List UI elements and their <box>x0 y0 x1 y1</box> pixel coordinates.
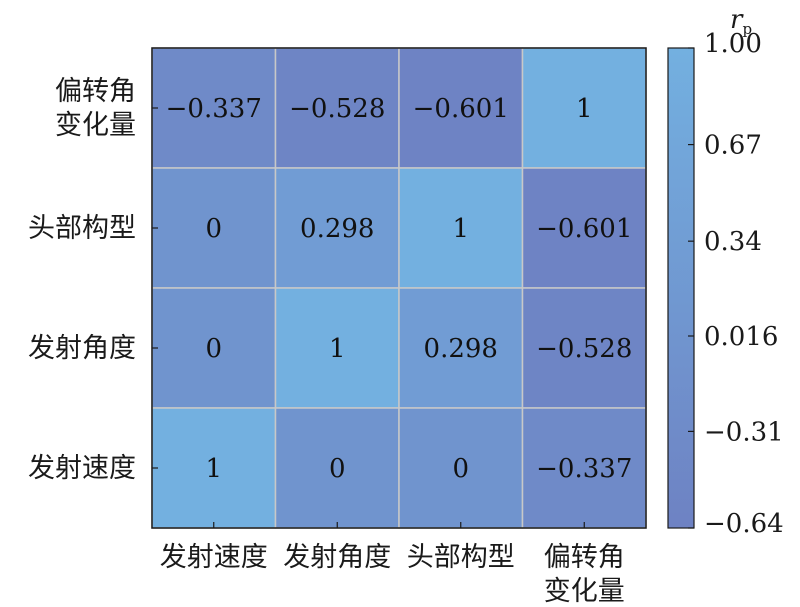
heatmap-cell <box>151 407 277 529</box>
cell-value-label: −0.337 <box>166 94 262 124</box>
heatmap-cell <box>521 287 647 409</box>
y-tick-label-line: 头部构型 <box>28 213 136 244</box>
x-tick-label-line: 变化量 <box>544 576 625 603</box>
cell-value-label: 0 <box>205 214 222 244</box>
colorbar-tick-label: −0.64 <box>704 509 784 539</box>
x-tick-label: 头部构型 <box>407 542 515 573</box>
y-tick-label: 偏转角变化量 <box>55 76 136 141</box>
y-tick-label-line: 变化量 <box>55 110 136 141</box>
colorbar-tick-label: 1.00 <box>704 29 762 59</box>
y-tick-label-line: 发射速度 <box>28 453 136 484</box>
x-tick-label-line: 发射速度 <box>160 542 268 573</box>
colorbar-tick-label: 0.34 <box>704 227 762 257</box>
y-tick-label: 发射角度 <box>28 333 136 364</box>
cell-value-label: 0 <box>329 454 346 484</box>
x-axis: 发射速度 发射角度 头部构型 偏转角变化量 <box>160 522 625 607</box>
heatmap-cell <box>151 47 277 169</box>
cell-value-label: 1 <box>205 454 222 484</box>
cell-value-label: 0.298 <box>300 214 374 244</box>
cell-value-label: 1 <box>576 94 593 124</box>
x-tick-label: 发射角度 <box>283 542 391 573</box>
plot-frame <box>151 47 647 529</box>
cell-value-label: 0.298 <box>424 334 498 364</box>
colorbar-ticks: 1.00 0.67 0.34 0.016 −0.31 −0.64 <box>688 29 784 539</box>
colorbar-tick-label: 0.016 <box>704 322 778 352</box>
heatmap-cells <box>151 47 647 529</box>
cell-value-label: −0.601 <box>536 214 632 244</box>
x-tick-label: 发射速度 <box>160 542 268 573</box>
cell-value-label: 1 <box>329 334 346 364</box>
cell-value-label: −0.601 <box>413 94 509 124</box>
colorbar-label-sub: p <box>742 20 752 38</box>
cell-value-label: 1 <box>452 214 469 244</box>
cell-value-label: −0.528 <box>536 334 632 364</box>
x-tick-label-line: 偏转角 <box>544 542 625 573</box>
heatmap-cell <box>274 47 400 169</box>
heatmap-cell-labels: −0.337 −0.528 −0.601 1 0 0.298 1 −0.601 0 1 0.298 −… <box>166 94 633 484</box>
colorbar-tick-label: 0.67 <box>704 131 762 161</box>
heatmap-cell <box>521 47 647 169</box>
x-tick-label-line: 头部构型 <box>407 542 515 573</box>
cell-value-label: −0.337 <box>536 454 632 484</box>
heatmap-cell <box>274 407 400 529</box>
heatmap-cell <box>151 167 277 289</box>
colorbar-gradient <box>667 47 695 529</box>
heatmap-cell <box>274 167 400 289</box>
y-tick-label: 头部构型 <box>28 213 136 244</box>
colorbar-label: rp <box>730 5 752 38</box>
colorbar: 1.00 0.67 0.34 0.016 −0.31 −0.64 rp <box>667 5 784 539</box>
x-tick-label: 偏转角变化量 <box>544 542 625 603</box>
colorbar-tick-label: −0.31 <box>704 417 784 447</box>
heatmap-cell <box>521 167 647 289</box>
cell-value-label: 0 <box>205 334 222 364</box>
y-tick-label-line: 偏转角 <box>55 76 136 107</box>
y-tick-label: 发射速度 <box>28 453 136 484</box>
heatmap-cell <box>521 407 647 529</box>
colorbar-label-main: r <box>730 5 744 35</box>
y-tick-label-line: 发射角度 <box>28 333 136 364</box>
cell-value-label: −0.528 <box>289 94 385 124</box>
heatmap-cell <box>274 287 400 409</box>
cell-value-label: 0 <box>452 454 469 484</box>
x-tick-label-line: 发射角度 <box>283 542 391 573</box>
